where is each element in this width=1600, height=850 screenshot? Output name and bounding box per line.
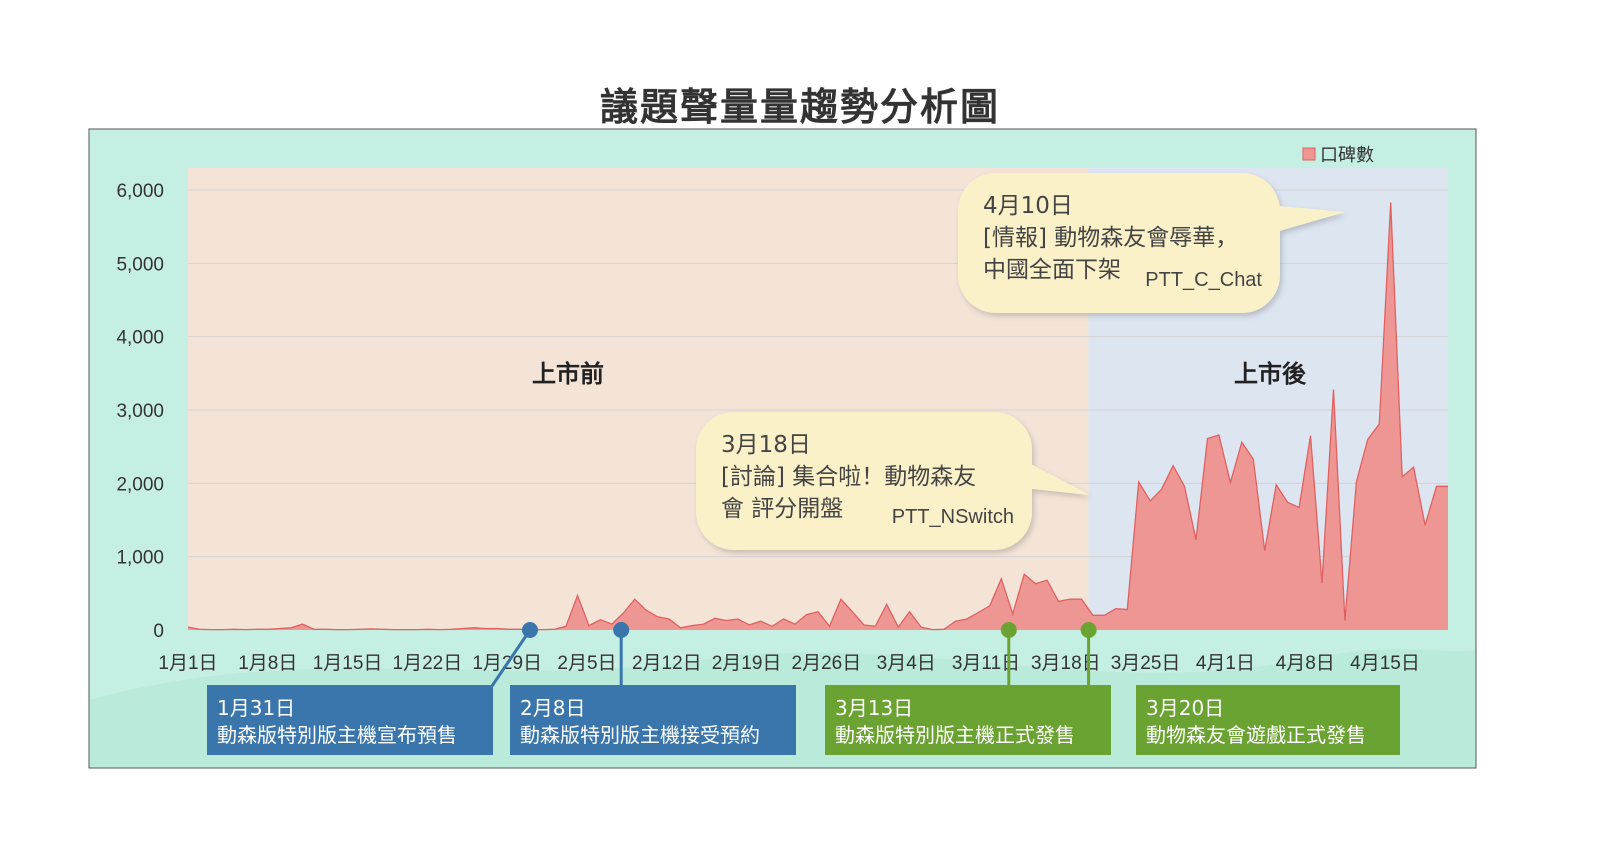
x-tick-label: 2月12日 xyxy=(632,653,702,674)
callout-bubble xyxy=(958,173,1345,313)
event-marker xyxy=(1080,622,1097,638)
page-title: 議題聲量量趨勢分析圖 xyxy=(599,85,1000,129)
x-tick-label: 1月15日 xyxy=(313,653,383,674)
x-tick-label: 1月8日 xyxy=(238,653,297,674)
x-tick-label: 2月5日 xyxy=(557,653,616,674)
event-box xyxy=(510,685,796,755)
callout-text: 中國全面下架 xyxy=(983,257,1121,283)
event-box xyxy=(825,685,1111,755)
callout-date: 4月10日 xyxy=(983,193,1073,219)
callout-date: 3月18日 xyxy=(721,432,811,458)
y-tick-label: 2,000 xyxy=(116,474,164,495)
x-tick-label: 2月19日 xyxy=(712,653,782,674)
x-tick-label: 4月1日 xyxy=(1196,653,1255,674)
event-marker xyxy=(613,622,630,638)
series-line-koubei xyxy=(187,202,1448,631)
event-text: 動森版特別版主機接受預約 xyxy=(520,723,760,747)
legend-swatch xyxy=(1302,147,1316,161)
y-tick-label: 3,000 xyxy=(116,401,164,422)
event-box xyxy=(207,685,493,755)
x-tick-label: 3月18日 xyxy=(1031,653,1101,674)
pre-launch-band xyxy=(188,168,1089,630)
event-text: 動物森友會遊戲正式發售 xyxy=(1146,723,1366,747)
event-date: 3月13日 xyxy=(835,696,913,720)
callout-text: [情報] 動物森友會辱華， xyxy=(983,225,1238,251)
callout-source: PTT_NSwitch xyxy=(892,506,1014,528)
y-tick-label: 5,000 xyxy=(116,254,164,275)
x-tick-label: 3月11日 xyxy=(952,653,1020,674)
callout-bubble xyxy=(696,412,1090,550)
x-tick-label: 1月1日 xyxy=(158,653,217,674)
x-tick-label: 1月22日 xyxy=(393,653,463,674)
x-tick-label: 3月4日 xyxy=(877,653,936,674)
callout-text: [討論] 集合啦！動物森友 xyxy=(721,464,976,490)
event-box xyxy=(1136,685,1400,755)
event-connector xyxy=(490,629,532,687)
event-date: 2月8日 xyxy=(520,696,585,720)
x-tick-label: 4月8日 xyxy=(1276,653,1335,674)
zone-label-pre: 上市前 xyxy=(532,360,604,388)
callout-source: PTT_C_Chat xyxy=(1145,269,1262,291)
event-date: 1月31日 xyxy=(217,696,295,720)
x-tick-label: 2月26日 xyxy=(792,653,862,674)
callout-body xyxy=(958,173,1280,313)
y-tick-label: 4,000 xyxy=(116,328,164,349)
zone-label-post: 上市後 xyxy=(1234,360,1307,388)
legend-label: 口碑數 xyxy=(1320,145,1374,166)
x-tick-label: 4月15日 xyxy=(1350,653,1420,674)
event-marker xyxy=(522,622,538,638)
callout-body xyxy=(696,412,1032,550)
y-tick-label: 1,000 xyxy=(116,548,164,569)
x-tick-label: 3月25日 xyxy=(1111,653,1181,674)
y-tick-label: 0 xyxy=(153,621,164,642)
event-text: 動森版特別版主機正式發售 xyxy=(835,723,1075,747)
event-date: 3月20日 xyxy=(1146,696,1224,720)
event-marker xyxy=(1000,622,1017,638)
y-tick-label: 6,000 xyxy=(116,181,164,202)
callout-text: 會 評分開盤 xyxy=(721,496,843,522)
event-text: 動森版特別版主機宣布預售 xyxy=(217,723,457,747)
series-area-koubei xyxy=(188,202,1448,630)
